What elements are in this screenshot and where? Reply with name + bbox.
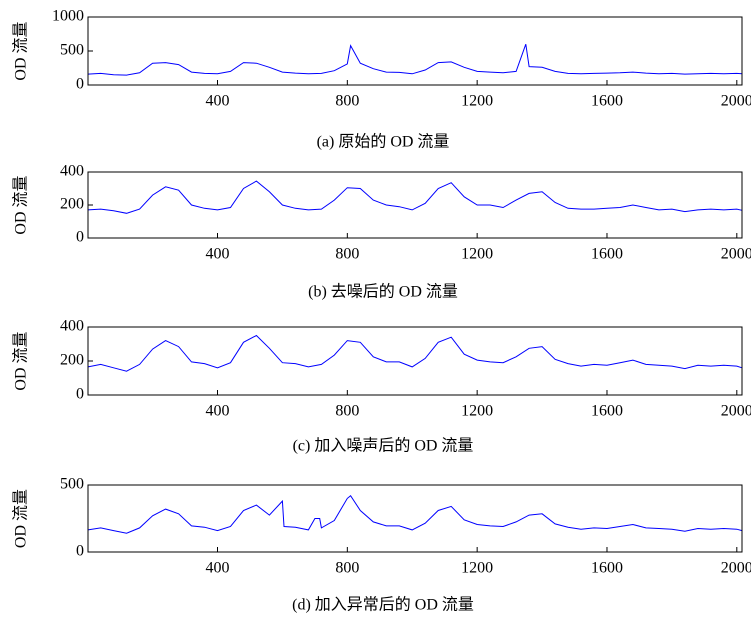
y-tick-label: 0 <box>76 76 84 93</box>
data-line <box>87 44 743 76</box>
x-tick-label: 1200 <box>461 403 493 420</box>
subplot-caption: (b) 去噪后的 OD 流量 <box>308 283 458 301</box>
axes-box <box>87 326 743 396</box>
subplot-caption: (d) 加入异常后的 OD 流量 <box>292 596 474 614</box>
data-line <box>87 494 743 534</box>
x-tick-label: 2000 <box>721 403 751 420</box>
x-tick-label: 800 <box>335 246 359 263</box>
data-line <box>87 180 743 214</box>
x-tick-label: 400 <box>206 403 230 420</box>
x-tick-label: 800 <box>335 93 359 110</box>
x-tick-label: 400 <box>206 93 230 110</box>
axes-box <box>87 16 743 86</box>
y-tick-label: 200 <box>60 196 84 213</box>
x-tick-label: 400 <box>206 246 230 263</box>
x-tick-label: 1600 <box>591 560 623 577</box>
subplot-caption: (c) 加入噪声后的 OD 流量 <box>293 437 474 455</box>
x-tick-label: 400 <box>206 560 230 577</box>
y-tick-label: 500 <box>60 476 84 493</box>
subplot-caption: (a) 原始的 OD 流量 <box>317 133 450 151</box>
axes-box <box>87 484 743 553</box>
x-tick-label: 1200 <box>461 93 493 110</box>
x-tick-label: 1600 <box>591 246 623 263</box>
y-tick-label: 500 <box>60 42 84 59</box>
y-tick-label: 400 <box>60 318 84 335</box>
y-tick-label: 200 <box>60 352 84 369</box>
axes-box <box>87 171 743 239</box>
y-tick-label: 0 <box>76 386 84 403</box>
y-axis-label: OD 流量 <box>12 331 30 390</box>
x-tick-label: 2000 <box>721 560 751 577</box>
x-tick-label: 800 <box>335 403 359 420</box>
data-line <box>87 334 743 372</box>
x-tick-label: 1200 <box>461 560 493 577</box>
y-axis-label: OD 流量 <box>12 175 30 234</box>
y-axis-label: OD 流量 <box>12 489 30 548</box>
y-tick-label: 0 <box>76 229 84 246</box>
x-tick-label: 1600 <box>591 93 623 110</box>
y-axis-label: OD 流量 <box>12 21 30 80</box>
x-tick-label: 2000 <box>721 246 751 263</box>
y-tick-label: 400 <box>60 163 84 180</box>
x-tick-label: 1200 <box>461 246 493 263</box>
x-tick-label: 800 <box>335 560 359 577</box>
x-tick-label: 1600 <box>591 403 623 420</box>
x-tick-label: 2000 <box>721 93 751 110</box>
y-tick-label: 1000 <box>52 8 84 25</box>
y-tick-label: 0 <box>76 543 84 560</box>
